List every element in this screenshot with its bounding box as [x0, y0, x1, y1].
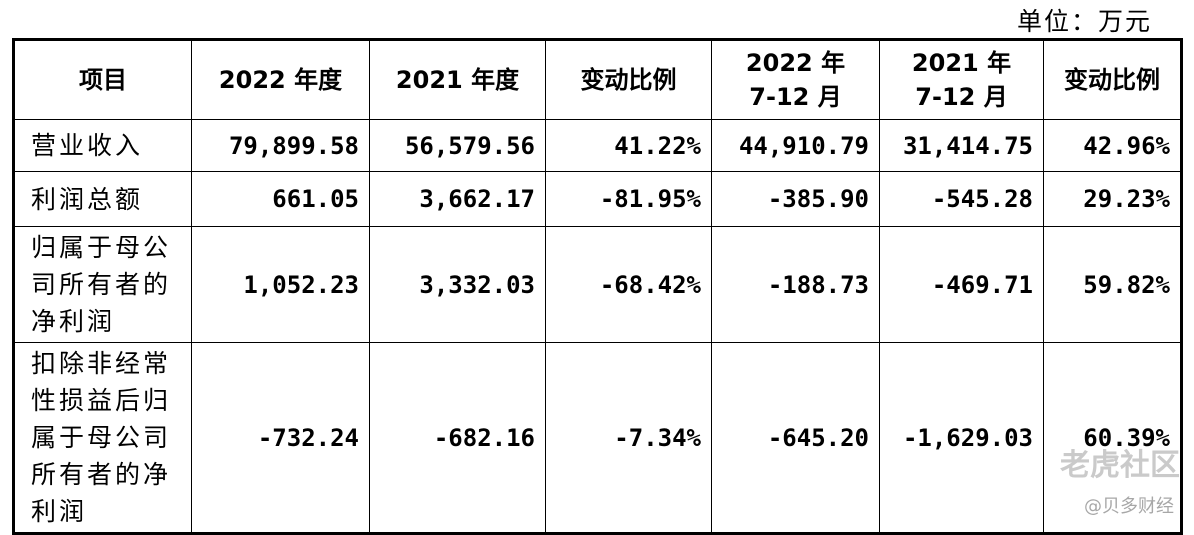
header-cell: 2022 年度 — [191, 39, 370, 120]
header-line: 7-12 月 — [749, 83, 842, 111]
value-cell: 44,910.79 — [711, 119, 880, 172]
value-cell: 3,662.17 — [369, 171, 546, 227]
value-cell: -188.73 — [711, 226, 880, 343]
row-label-cell: 归属于母公司所有者的净利润 — [13, 226, 192, 343]
header-cell: 变动比例 — [545, 39, 712, 120]
header-cell: 2022 年 7-12 月 — [711, 39, 880, 120]
value-cell: 59.82% — [1043, 226, 1182, 343]
watermark-source: @贝多财经 — [1084, 496, 1174, 517]
header-cell: 2021 年 7-12 月 — [879, 39, 1044, 120]
value-cell: -732.24 — [191, 342, 370, 534]
header-cell: 2021 年度 — [369, 39, 546, 120]
value-cell: 1,052.23 — [191, 226, 370, 343]
table-row: 归属于母公司所有者的净利润 1,052.23 3,332.03 -68.42% -188… — [13, 226, 1182, 343]
row-label: 营业收入 — [31, 131, 144, 160]
header-cell: 变动比例 — [1043, 39, 1182, 120]
value-cell: -7.34% — [545, 342, 712, 534]
row-label: 扣除非经常性损益后归属于母公司所有者的净利润 — [31, 349, 172, 526]
value-cell: 56,579.56 — [369, 119, 546, 172]
value-cell: 3,332.03 — [369, 226, 546, 343]
row-label-cell: 利润总额 — [13, 171, 192, 227]
value-cell: -645.20 — [711, 342, 880, 534]
table-row: 营业收入 79,899.58 56,579.56 41.22% 44,910.79 31,… — [13, 119, 1182, 172]
header-line: 2021 年 — [911, 49, 1012, 77]
value-cell: 41.22% — [545, 119, 712, 172]
value-cell: 42.96% — [1043, 119, 1182, 172]
value-cell: -1,629.03 — [879, 342, 1044, 534]
header-row: 项目 2022 年度 2021 年度 变动比例 2022 年 7-12 月 2021 年 7-… — [13, 39, 1182, 120]
watermark-brand: 老虎社区 — [1060, 448, 1180, 483]
header-cell: 项目 — [13, 39, 192, 120]
value-cell: 79,899.58 — [191, 119, 370, 172]
data-table: 项目 2022 年度 2021 年度 变动比例 2022 年 7-12 月 2021 年 7-… — [12, 38, 1183, 535]
value-cell: 29.23% — [1043, 171, 1182, 227]
header-line: 2022 年 — [745, 49, 846, 77]
value-cell: -469.71 — [879, 226, 1044, 343]
value-cell: 60.39% — [1043, 342, 1182, 534]
value-cell: 31,414.75 — [879, 119, 1044, 172]
value-cell: -545.28 — [879, 171, 1044, 227]
value-cell: -682.16 — [369, 342, 546, 534]
value-cell: -81.95% — [545, 171, 712, 227]
row-label: 归属于母公司所有者的净利润 — [31, 233, 172, 336]
row-label-cell: 营业收入 — [13, 119, 192, 172]
row-label: 利润总额 — [31, 184, 144, 214]
value-cell: -385.90 — [711, 171, 880, 227]
value-cell: -68.42% — [545, 226, 712, 343]
table-row: 扣除非经常性损益后归属于母公司所有者的净利润 -732.24 -682.16 -7.3… — [13, 342, 1182, 534]
value-cell: 661.05 — [191, 171, 370, 227]
row-label-cell: 扣除非经常性损益后归属于母公司所有者的净利润 — [13, 342, 192, 534]
header-line: 7-12 月 — [915, 83, 1008, 111]
table-row: 利润总额 661.05 3,662.17 -81.95% -385.90 -545.28 2… — [13, 171, 1182, 227]
unit-label: 单位：万元 — [1016, 7, 1152, 36]
